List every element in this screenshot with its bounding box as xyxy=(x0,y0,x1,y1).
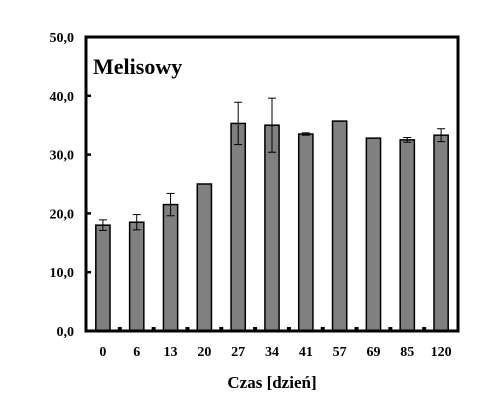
x-tick-label: 20 xyxy=(197,345,211,360)
chart-title: Melisowy xyxy=(93,54,182,79)
x-tick-label: 120 xyxy=(431,345,452,360)
bars-group xyxy=(95,97,449,332)
x-tick-label: 27 xyxy=(231,345,245,360)
x-axis: 0 6 13 20 27 34 41 57 69 85 120 xyxy=(99,327,452,360)
x-tick-label: 41 xyxy=(299,345,313,360)
x-tick-label: 57 xyxy=(333,345,347,360)
y-tick-label: 0,0 xyxy=(57,325,75,340)
x-tick-mark xyxy=(219,327,224,331)
x-axis-label: Czas [dzień] xyxy=(227,373,316,392)
x-tick-label: 6 xyxy=(133,345,140,360)
bar xyxy=(365,137,382,332)
bar xyxy=(399,139,416,332)
x-tick-mark xyxy=(286,327,291,331)
bar xyxy=(331,120,348,332)
x-tick-mark xyxy=(253,327,258,331)
bar xyxy=(264,124,280,332)
x-tick-mark xyxy=(185,327,190,331)
y-tick-label: 50,0 xyxy=(50,31,75,46)
x-tick-mark xyxy=(320,327,325,331)
x-tick-mark xyxy=(151,327,156,331)
x-tick-label: 85 xyxy=(400,345,414,360)
bar xyxy=(196,183,213,332)
y-tick-label: 20,0 xyxy=(50,207,75,222)
x-tick-mark xyxy=(422,327,427,331)
bar xyxy=(162,203,179,332)
x-tick-label: 69 xyxy=(366,345,380,360)
plot-frame xyxy=(84,35,460,333)
x-tick-label: 0 xyxy=(99,345,106,360)
x-tick-mark xyxy=(117,327,122,331)
bar xyxy=(297,133,314,332)
bar xyxy=(128,221,145,332)
y-tick-label: 30,0 xyxy=(50,149,75,164)
bar xyxy=(433,134,449,332)
bar xyxy=(230,122,247,332)
y-tick-label: 40,0 xyxy=(50,90,75,105)
x-tick-label: 34 xyxy=(265,345,279,360)
x-tick-mark xyxy=(388,327,393,331)
y-tick-label: 10,0 xyxy=(50,266,75,281)
bar xyxy=(95,224,111,332)
x-tick-mark xyxy=(354,327,359,331)
x-tick-label: 13 xyxy=(164,345,178,360)
